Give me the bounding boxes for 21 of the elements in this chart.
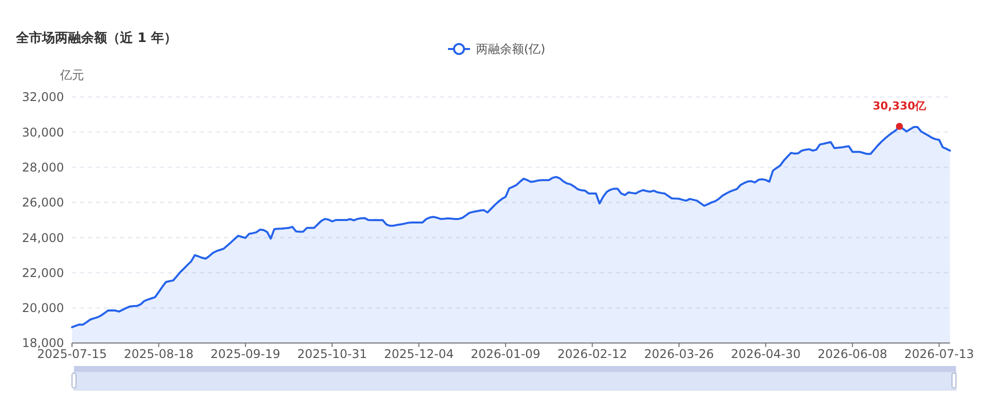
x-tick-label: 2026-01-09 (470, 347, 540, 361)
x-tick-label: 2025-10-31 (297, 347, 368, 361)
x-tick-label: 2026-06-08 (818, 347, 888, 361)
y-tick-label: 24,000 (22, 230, 64, 245)
y-axis-title: 亿元 (59, 68, 84, 82)
y-tick-label: 30,000 (22, 125, 64, 140)
chart-title: 全市场两融余额（近 1 年） (15, 30, 178, 46)
y-tick-label: 26,000 (22, 196, 64, 210)
annotation: 30,330亿 (872, 99, 928, 112)
legend-label: 两融余额(亿) (476, 42, 546, 56)
x-tick-label: 2025-09-19 (210, 347, 280, 361)
x-tick-label: 2026-07-13 (904, 347, 974, 361)
x-tick-label: 2025-12-04 (384, 347, 454, 361)
x-tick-label: 2026-02-12 (557, 347, 628, 361)
x-tick-label: 2025-08-18 (124, 347, 194, 361)
y-tick-label: 32,000 (22, 90, 64, 104)
y-tick-label: 20,000 (22, 301, 64, 316)
x-tick-label: 2026-04-30 (730, 347, 801, 361)
y-tick-label: 22,000 (22, 266, 64, 280)
x-tick-label: 2026-03-26 (644, 347, 714, 361)
y-tick-label: 28,000 (22, 160, 64, 174)
